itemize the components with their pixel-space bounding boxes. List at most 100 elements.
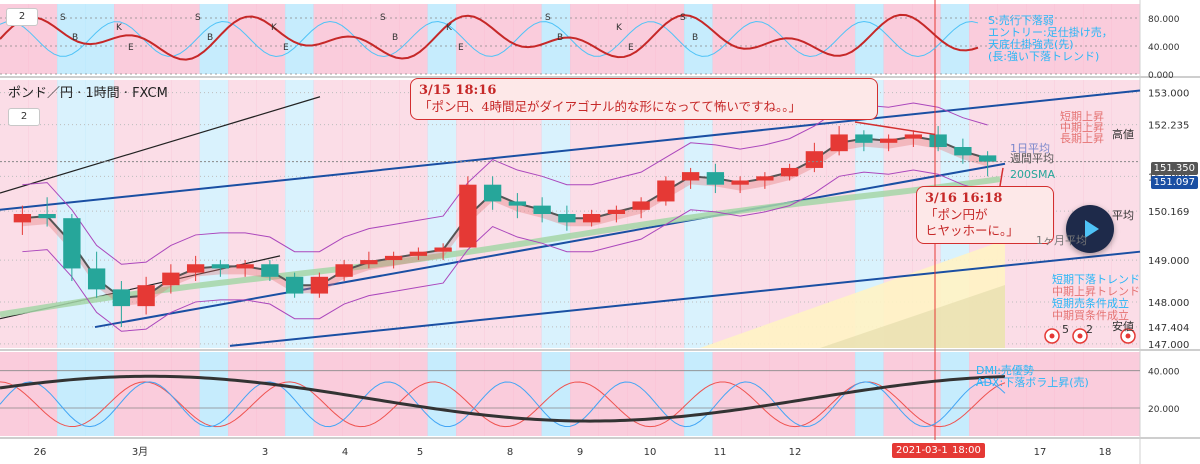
candle-body: [137, 285, 155, 307]
bg-band: [484, 352, 514, 436]
bg-band: [712, 4, 742, 74]
callout-2-pointer: [999, 167, 1004, 187]
bg-band: [712, 352, 742, 436]
bg-band: [741, 352, 770, 436]
callout-1-pointer: [854, 121, 936, 136]
bg-band: [484, 4, 514, 74]
signal-marker: B: [207, 33, 213, 43]
candle-body: [954, 147, 972, 156]
price-tick-label: 147.404: [1148, 323, 1189, 334]
top-label-4: (長:強い下落トレンド): [988, 50, 1100, 63]
candle-body: [186, 264, 205, 273]
candle-body: [607, 209, 626, 214]
x-tick-label: 9: [577, 447, 583, 458]
bg-band: [399, 4, 428, 74]
bg-band: [171, 352, 200, 436]
price-tick-label: 147.000: [1148, 340, 1189, 351]
top-label-1: S:売行下落弱: [988, 14, 1054, 27]
bg-band: [769, 80, 799, 348]
fib-fill-zone-2: [820, 285, 1005, 348]
signal-marker: E: [283, 43, 289, 53]
callout-2: 3/16 16:18 「ポン円が ヒヤッホーに。」: [916, 186, 1054, 244]
bg-band: [741, 80, 770, 348]
legend-daily-avg: 1日平均: [1010, 142, 1050, 155]
count-2: 2: [1086, 323, 1093, 336]
bg-band: [826, 4, 856, 74]
bg-band: [997, 352, 1027, 436]
candle-body: [360, 260, 378, 265]
low-label: 安値: [1112, 320, 1134, 333]
bg-band: [912, 4, 941, 74]
x-tick-label: 26: [34, 447, 47, 458]
bg-band: [85, 80, 115, 348]
bg-band: [1083, 352, 1112, 436]
price-tick-label: 153.000: [1148, 89, 1189, 100]
x-tick-label: 17: [1034, 447, 1047, 458]
candle-body: [236, 264, 254, 269]
bg-band: [142, 352, 172, 436]
bg-band: [798, 352, 827, 436]
bg-band: [285, 80, 314, 348]
bottom-label-1: DMI:売優勢: [976, 364, 1034, 377]
bg-band: [142, 80, 172, 348]
collapse-button-top[interactable]: 2: [6, 8, 38, 26]
bg-band: [399, 80, 428, 348]
signal-marker: K: [271, 23, 278, 33]
top-tick-label: 0.000: [1148, 71, 1174, 81]
candle-body: [780, 167, 799, 177]
signal-marker: E: [628, 43, 634, 53]
bg-band: [28, 352, 58, 436]
callout-1-body: 「ポン円、4時間足がダイアゴナル的な形になってて怖いですね。。」: [419, 99, 801, 115]
signal-marker: B: [692, 33, 698, 43]
bg-band: [969, 352, 998, 436]
candle-body: [285, 276, 304, 294]
x-tick-label: 11: [714, 447, 727, 458]
x-tick-label: 4: [342, 447, 348, 458]
candle-body: [681, 172, 700, 181]
callout-2-body2: ヒヤッホーに。」: [925, 222, 1019, 238]
bg-band: [940, 4, 970, 74]
callout-1: 3/15 18:16 「ポン円、4時間足がダイアゴナル的な形になってて怖いですね…: [410, 78, 878, 120]
bg-band: [883, 352, 913, 436]
play-icon[interactable]: [1066, 205, 1114, 253]
time-marker: 18:00: [948, 443, 985, 458]
candle-body: [384, 255, 403, 261]
top-tick-label: 40.000: [1148, 43, 1180, 53]
x-tick-label: 5: [417, 447, 423, 458]
x-tick-label: 3月: [132, 446, 148, 458]
candle-body: [409, 251, 428, 256]
collapse-button[interactable]: 2: [8, 108, 40, 126]
candle-body: [483, 184, 502, 202]
bg-band: [741, 4, 770, 74]
bg-band: [114, 80, 143, 348]
signal-marker: E: [128, 43, 134, 53]
bg-band: [370, 80, 400, 348]
candle-body: [434, 247, 452, 252]
signal-marker: S: [680, 13, 686, 23]
bg-band: [256, 4, 286, 74]
bg-band: [427, 352, 457, 436]
bottom-label-2: ADX:下落ボラ上昇(売): [976, 376, 1089, 389]
x-tick-label: 12: [789, 447, 802, 458]
bg-band: [1026, 4, 1055, 74]
bg-band: [199, 352, 229, 436]
top-label-3: 天底仕掛強売(先): [988, 38, 1074, 51]
candle-body: [558, 214, 576, 223]
signal-marker: K: [116, 23, 123, 33]
bg-band: [199, 4, 229, 74]
bg-band: [342, 80, 371, 348]
bollinger-lower: [22, 169, 988, 332]
bottom-tick-label: 20.000: [1148, 405, 1180, 415]
callout-2-body1: 「ポン円が: [925, 207, 988, 223]
bg-band: [1054, 4, 1084, 74]
candle-body: [38, 214, 56, 219]
bg-band: [655, 80, 685, 348]
bg-band: [1111, 4, 1141, 74]
candle-body: [706, 172, 725, 185]
candle-body: [632, 201, 650, 210]
top-tick-label: 80.000: [1148, 15, 1180, 25]
callout-2-title: 3/16 16:18: [925, 191, 1003, 206]
avg-label: 平均: [1112, 209, 1134, 222]
legend-mid-up: 中期上昇: [1060, 121, 1104, 134]
right-label-1: 短期下落トレンド: [1052, 273, 1140, 286]
